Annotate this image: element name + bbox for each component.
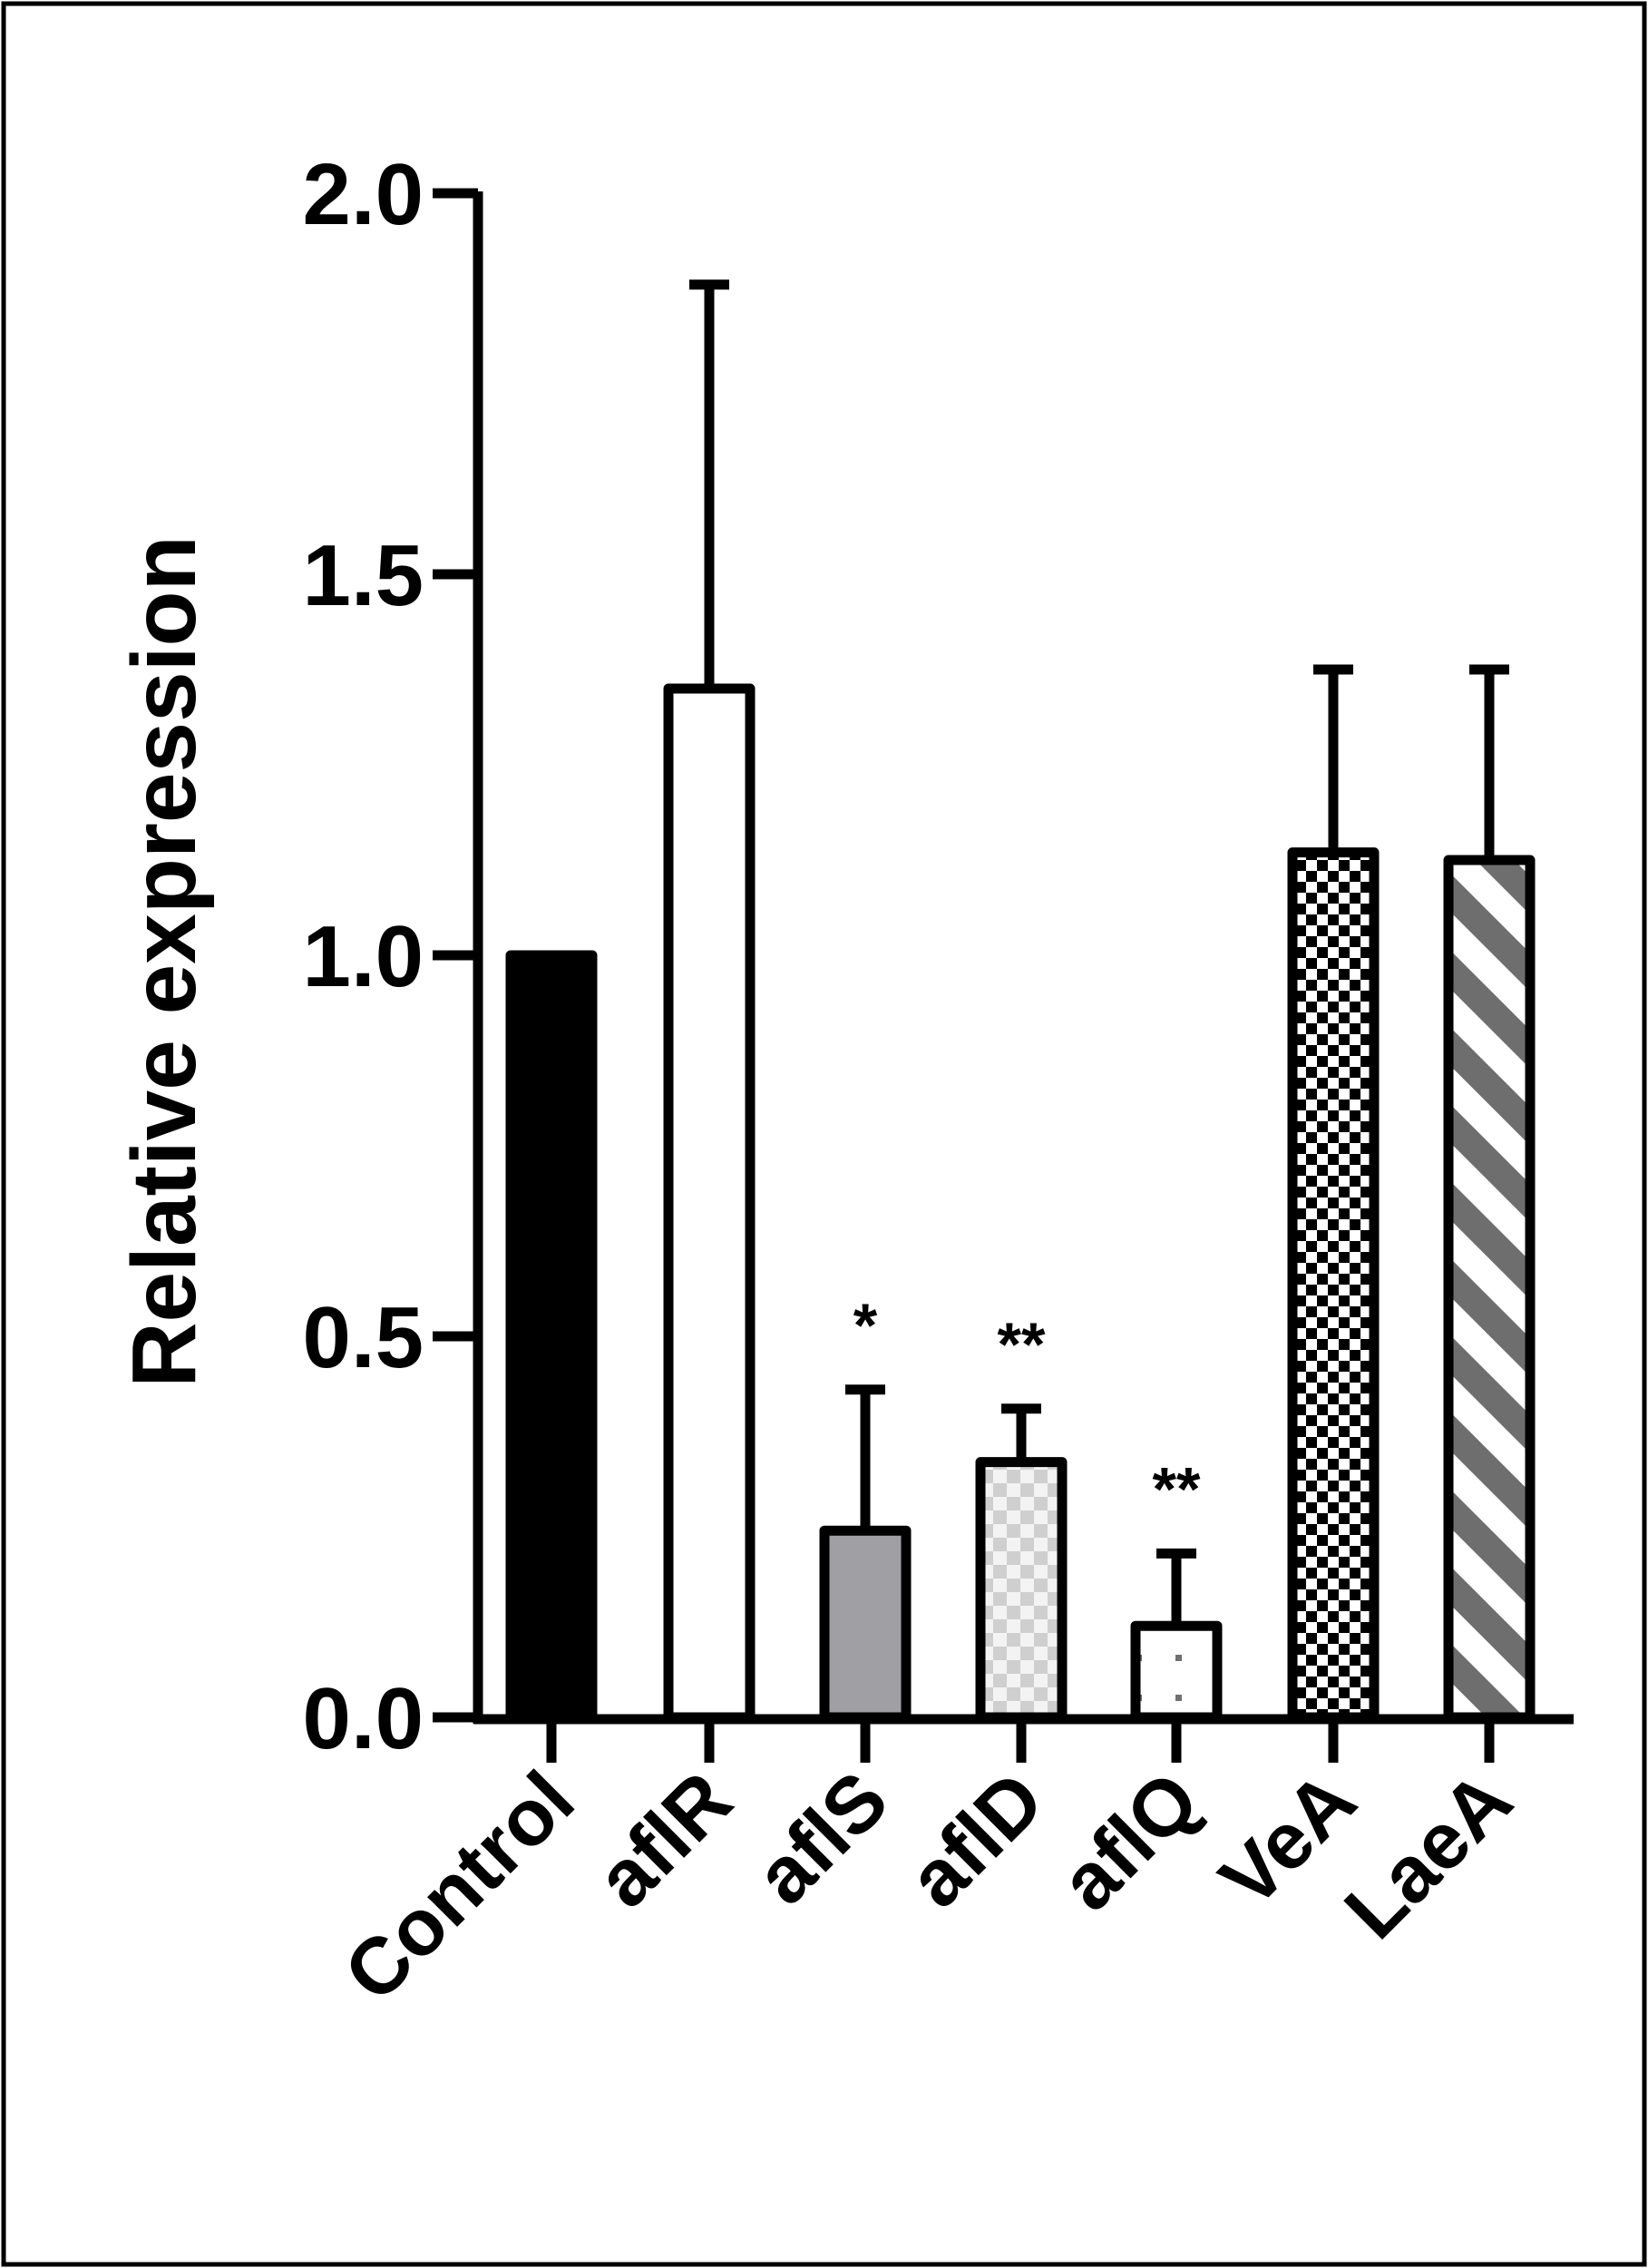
- bar-aflq: [1130, 1620, 1223, 1723]
- significance-aflq: **: [1153, 1454, 1201, 1523]
- x-tick-label-afld: aflD: [891, 1754, 1061, 1924]
- bar-laea: [1443, 855, 1536, 1723]
- y-tick-label: 1.5: [303, 527, 424, 624]
- x-tick-label-aflr: aflR: [579, 1754, 749, 1924]
- y-tick-label: 0.5: [303, 1289, 424, 1386]
- x-tick-label-laea: LaeA: [1327, 1754, 1528, 1955]
- bar-aflr: [663, 683, 756, 1723]
- bar-vea: [1287, 847, 1380, 1723]
- y-tick-label: 2.0: [303, 146, 424, 243]
- significance-afld: **: [998, 1310, 1046, 1379]
- significance-afls: *: [853, 1291, 878, 1360]
- bar-afld: [975, 1457, 1068, 1723]
- x-tick-label-aflq: aflQ: [1042, 1754, 1215, 1927]
- x-tick-label-control: Control: [327, 1754, 590, 2018]
- bar-control: [505, 950, 598, 1723]
- x-tick-label-afls: aflS: [737, 1754, 904, 1921]
- y-tick-label: 0.0: [303, 1670, 424, 1767]
- y-axis-title: Relative expression: [113, 535, 215, 1387]
- y-tick-label: 1.0: [303, 908, 424, 1005]
- bar-afls: [819, 1525, 912, 1723]
